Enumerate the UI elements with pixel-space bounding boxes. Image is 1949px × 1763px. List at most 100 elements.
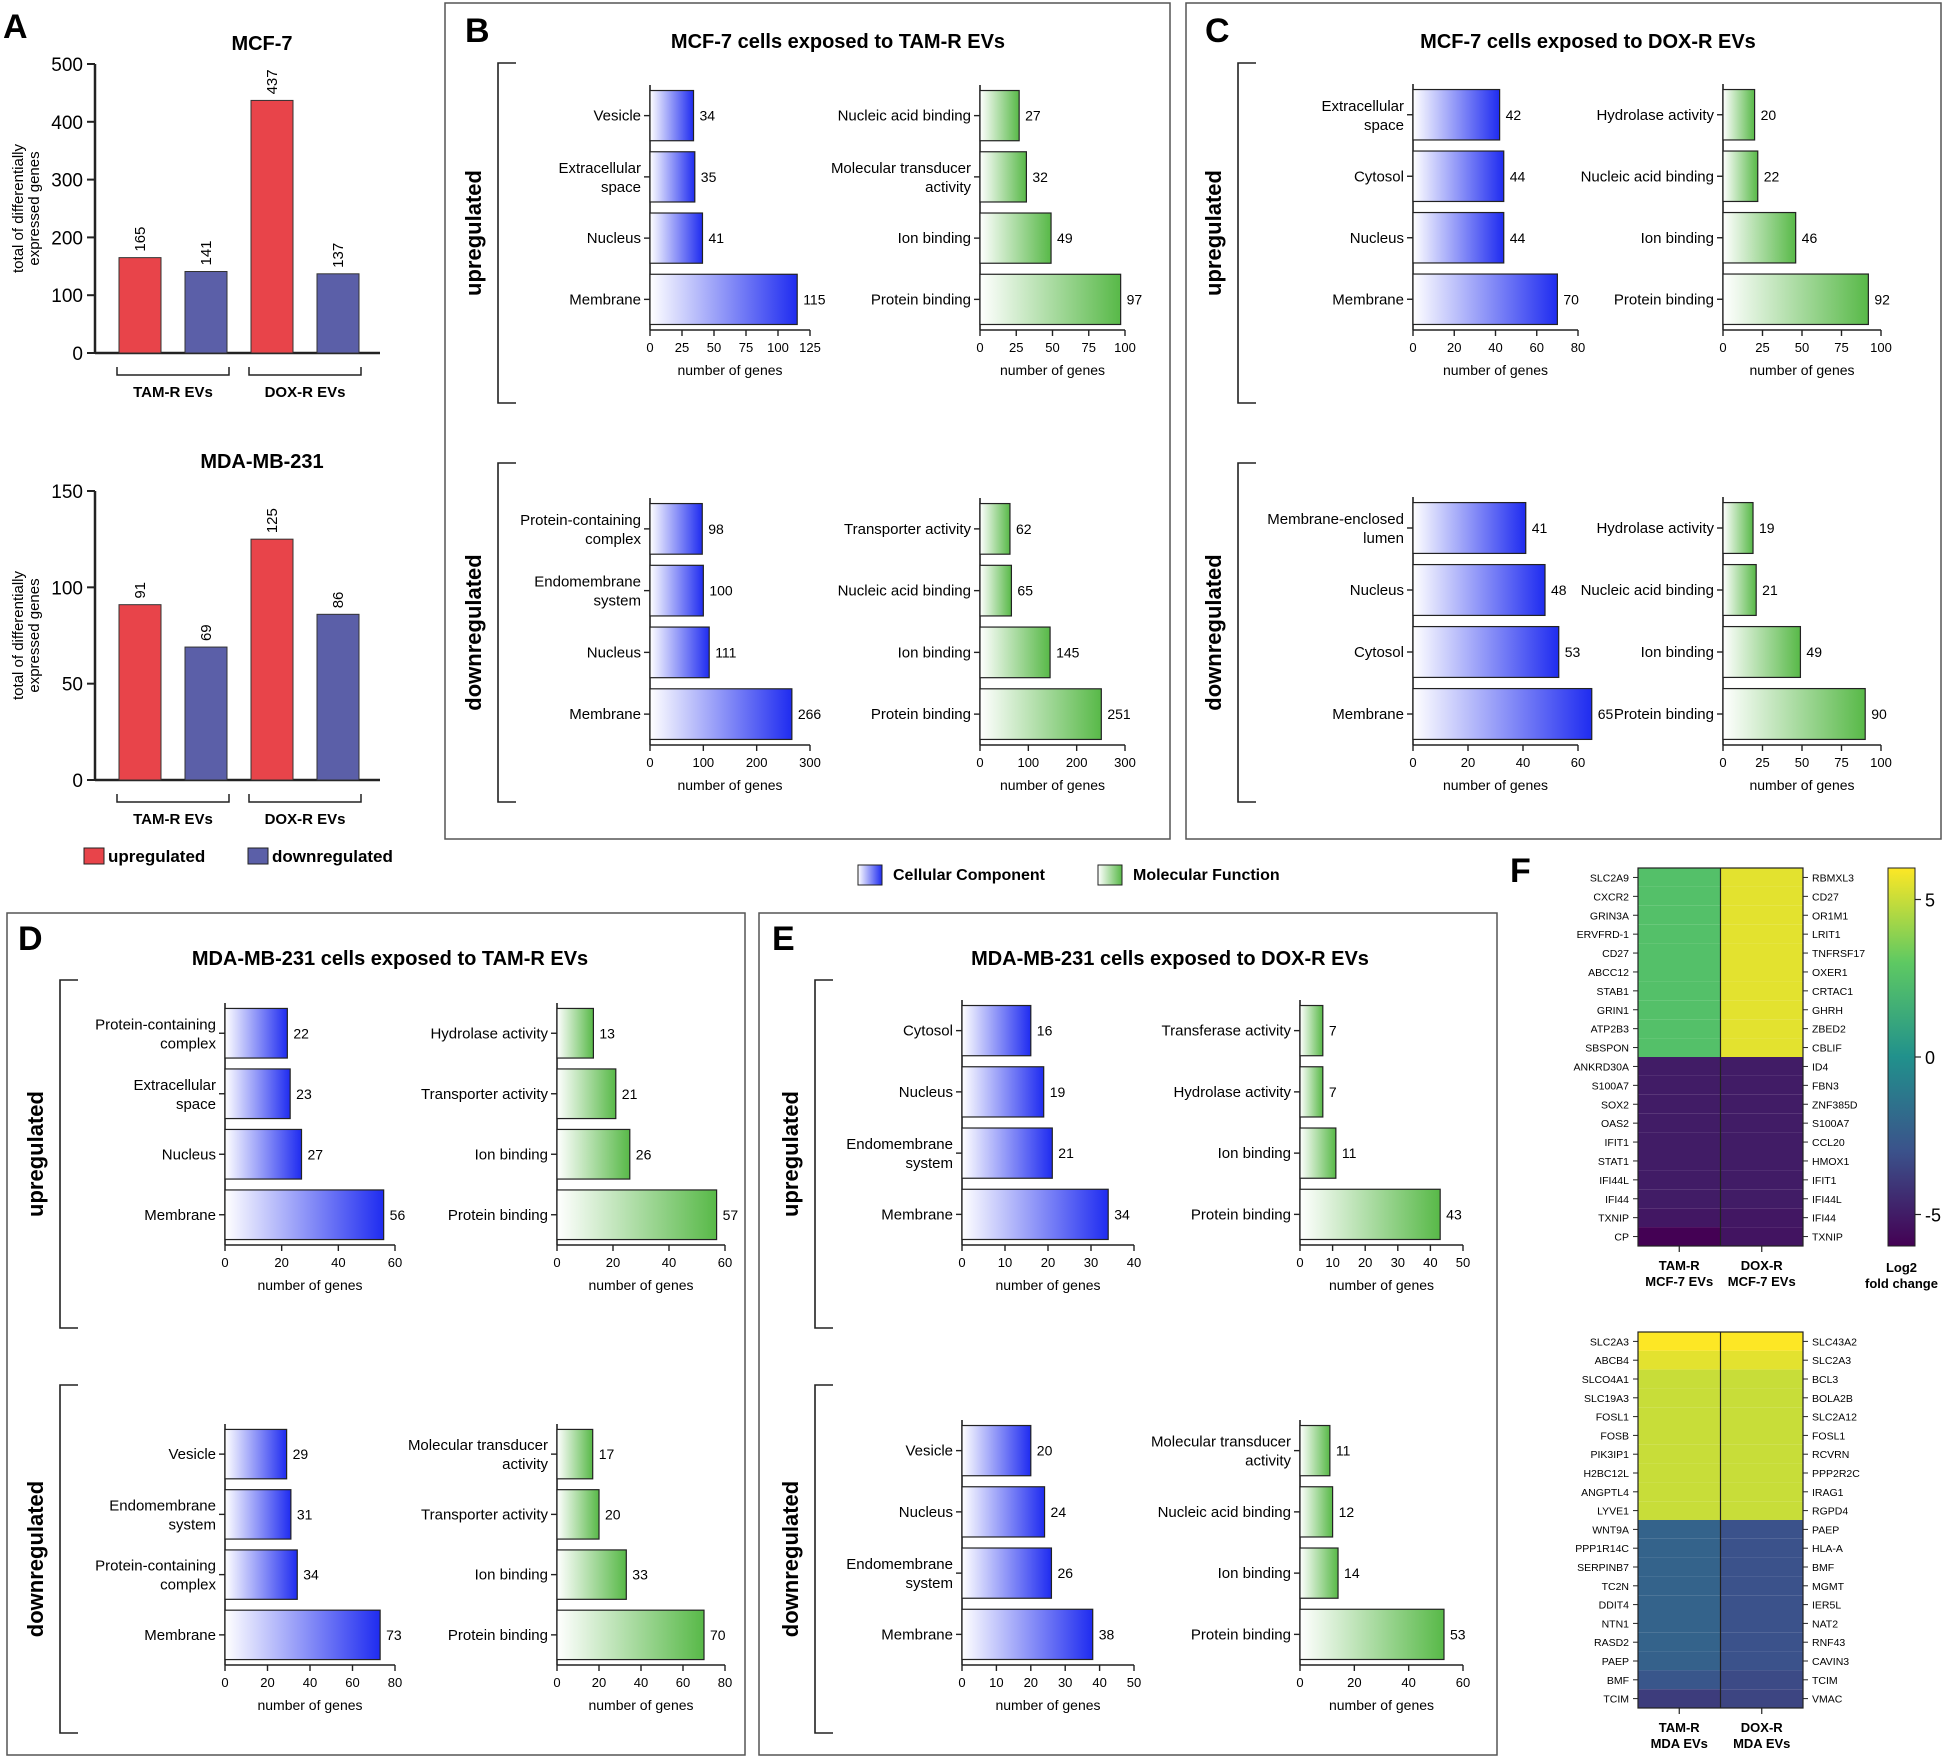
heatmap-cell — [1638, 1369, 1721, 1389]
bar-cc — [1412, 273, 1558, 326]
heatmap-cell — [1638, 1614, 1721, 1633]
x-axis-label: number of genes — [995, 1697, 1100, 1713]
data-label: 29 — [293, 1446, 309, 1462]
heatmap-cell — [1638, 1651, 1721, 1671]
section-label: upregulated — [778, 1091, 803, 1217]
x-tick-label: 20 — [1461, 755, 1475, 770]
x-tick-label: 60 — [345, 1675, 359, 1690]
category-label: Nucleus — [162, 1146, 216, 1163]
category-label: Molecular transducer — [1151, 1434, 1291, 1451]
column-label: MCF-7 EVs — [1645, 1274, 1713, 1289]
category-label: Ion binding — [475, 1567, 548, 1584]
category-label: Endomembrane — [109, 1497, 216, 1514]
category-label: Membrane-enclosed — [1267, 511, 1404, 528]
bar-cc — [1412, 211, 1505, 264]
data-label: 111 — [715, 644, 736, 660]
colorbar-tick-label: -5 — [1925, 1206, 1941, 1226]
x-tick-label: 0 — [646, 340, 653, 355]
bar-mf — [979, 212, 1052, 264]
row-label: SOX2 — [1601, 1099, 1629, 1111]
row-label: GHRH — [1812, 1005, 1843, 1017]
group-bracket — [248, 367, 362, 376]
row-label: IFI44L — [1599, 1175, 1629, 1187]
x-tick-label: 20 — [592, 1675, 606, 1690]
chart-title: MDA-MB-231 — [200, 451, 323, 473]
row-label: IRAG1 — [1812, 1487, 1844, 1499]
panel-letter-a: A — [3, 8, 28, 46]
row-label: PPP2R2C — [1812, 1468, 1860, 1480]
data-label: 17 — [599, 1446, 615, 1462]
data-label: 22 — [293, 1025, 309, 1041]
heatmap-cell — [1638, 1595, 1721, 1614]
bar-mf — [979, 564, 1013, 617]
row-label: VMAC — [1812, 1694, 1843, 1706]
data-label: 53 — [1450, 1626, 1466, 1642]
x-tick-label: 60 — [676, 1675, 690, 1690]
bar-mf — [556, 1128, 631, 1180]
data-label: 90 — [1871, 706, 1887, 722]
row-label: IFI44 — [1812, 1213, 1836, 1225]
category-label: Membrane — [881, 1206, 953, 1223]
data-label: 266 — [798, 706, 822, 722]
category-label: Nucleus — [1350, 230, 1404, 247]
x-tick-label: 25 — [1755, 340, 1769, 355]
category-label: Nucleic acid binding — [1581, 582, 1714, 599]
x-tick-label: 20 — [260, 1675, 274, 1690]
x-tick-label: 30 — [1084, 1255, 1098, 1270]
category-label: Ion binding — [898, 644, 971, 661]
bar-mf — [556, 1609, 705, 1661]
x-tick-label: 40 — [303, 1675, 317, 1690]
bar-mf — [1299, 1127, 1337, 1179]
heatmap-cell — [1720, 962, 1803, 982]
x-axis-label: number of genes — [677, 777, 782, 793]
data-label: 65 — [1598, 706, 1614, 722]
category-label: Protein binding — [1614, 706, 1714, 723]
x-tick-label: 75 — [739, 340, 753, 355]
bar-cc — [1412, 563, 1546, 617]
row-label: OAS2 — [1601, 1118, 1629, 1130]
heatmap-cell — [1720, 1520, 1803, 1539]
category-label: Cytosol — [1354, 168, 1404, 185]
category-label: Nucleic acid binding — [1581, 168, 1714, 185]
category-label: Ion binding — [475, 1146, 548, 1163]
data-label: 27 — [308, 1146, 324, 1162]
x-tick-label: 40 — [1092, 1675, 1106, 1690]
category-label: lumen — [1363, 530, 1404, 547]
row-label: SLCO4A1 — [1582, 1374, 1629, 1386]
bar-mf — [1722, 211, 1797, 264]
row-label: SLC2A12 — [1812, 1412, 1857, 1424]
row-label: LRIT1 — [1812, 929, 1841, 941]
x-tick-label: 75 — [1834, 755, 1848, 770]
x-tick-label: 25 — [1009, 340, 1023, 355]
data-label: 16 — [1037, 1023, 1053, 1039]
heatmap-cell — [1638, 1227, 1721, 1246]
row-label: CRTAC1 — [1812, 986, 1853, 998]
bar-mf — [1722, 88, 1756, 141]
category-label: Cytosol — [1354, 644, 1404, 661]
x-tick-label: 25 — [675, 340, 689, 355]
category-label: Extracellular — [133, 1077, 216, 1094]
heatmap-cell — [1720, 1000, 1803, 1020]
x-tick-label: 0 — [1409, 340, 1416, 355]
heatmap-cell — [1720, 1019, 1803, 1039]
y-tick-label: 300 — [51, 171, 83, 192]
category-label: Endomembrane — [534, 574, 641, 591]
category-label: Hydrolase activity — [1173, 1084, 1291, 1101]
bar-mf — [1722, 563, 1757, 617]
x-tick-label: 0 — [1296, 1675, 1303, 1690]
data-label: 69 — [198, 624, 215, 641]
bar-cc — [649, 89, 695, 142]
row-label: SERPINB7 — [1577, 1562, 1629, 1574]
data-label: 137 — [330, 243, 347, 268]
row-label: CCL20 — [1812, 1137, 1845, 1149]
row-label: IER5L — [1812, 1600, 1841, 1612]
category-label: Vesicle — [905, 1443, 953, 1460]
data-label: 115 — [803, 291, 826, 307]
legend-cc-swatch — [857, 864, 883, 886]
x-tick-label: 40 — [1127, 1255, 1141, 1270]
row-label: HLA-A — [1812, 1543, 1843, 1555]
heatmap-cell — [1720, 1595, 1803, 1614]
row-label: ANGPTL4 — [1581, 1487, 1629, 1499]
row-label: SBSPON — [1585, 1043, 1629, 1055]
column-label: DOX-R — [1741, 1258, 1784, 1273]
